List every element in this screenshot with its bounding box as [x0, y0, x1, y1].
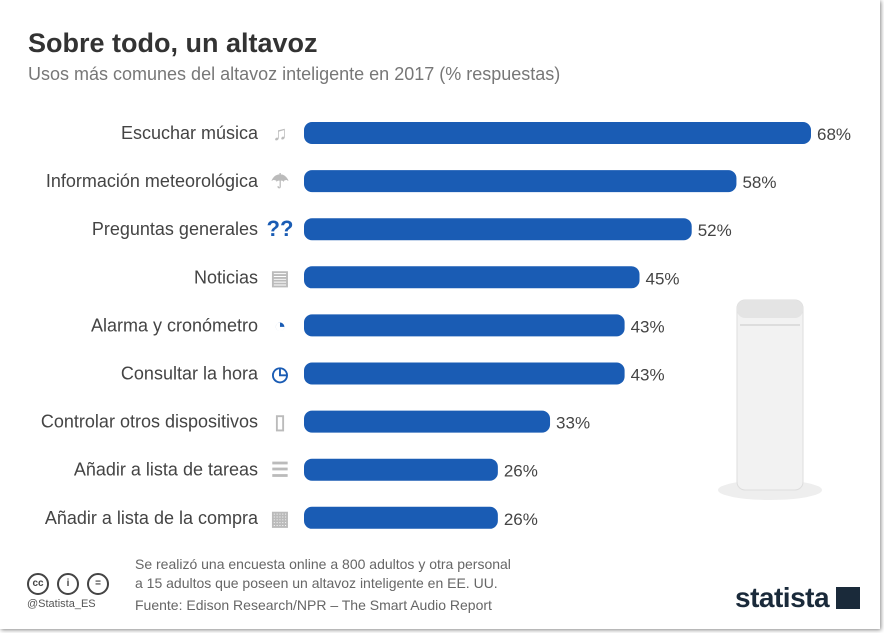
category-label: Consultar la hora	[121, 364, 259, 384]
value-label: 43%	[631, 317, 665, 336]
category-label: Escuchar música	[121, 123, 259, 143]
bar-chart: Escuchar música ♫ 68% Información meteoroló…	[41, 122, 851, 530]
bar	[304, 362, 625, 385]
newspaper-icon: ▤	[271, 267, 290, 289]
statista-logo: statista	[735, 582, 861, 614]
category-label: Noticias	[194, 267, 258, 287]
bar	[304, 122, 811, 144]
category-label: Controlar otros dispositivos	[41, 412, 258, 432]
source: Fuente: Edison Research/NPR – The Smart …	[135, 597, 492, 613]
category-label: Añadir a lista de la compra	[45, 508, 259, 528]
value-label: 33%	[556, 414, 590, 433]
music-notes-icon: ♫	[273, 123, 288, 145]
attribution-icon: i	[57, 573, 79, 595]
bar	[304, 170, 737, 193]
task-list-icon: ☰	[271, 460, 289, 482]
twitter-handle: @Statista_ES	[27, 598, 96, 610]
category-label: Información meteorológica	[46, 171, 259, 191]
category-label: Añadir a lista de tareas	[74, 460, 258, 480]
bar	[304, 506, 498, 529]
cc-icon: cc	[27, 573, 49, 595]
value-label: 68%	[817, 125, 851, 144]
category-label: Preguntas generales	[92, 219, 258, 239]
category-label: Alarma y cronómetro	[91, 315, 258, 335]
bar	[304, 218, 692, 241]
stopwatch-icon: ◔	[274, 315, 286, 337]
value-label: 58%	[742, 173, 776, 192]
note-line-1: Se realizó una encuesta online a 800 adu…	[135, 556, 511, 572]
shopping-list-icon: ▦	[271, 508, 290, 530]
question-marks-icon: ??	[267, 216, 294, 241]
weather-icon: ☂	[271, 171, 289, 193]
value-label: 52%	[698, 221, 732, 240]
remote-control-icon: ▯	[274, 412, 285, 434]
bar	[304, 458, 498, 481]
chart-title: Sobre todo, un altavoz	[28, 28, 318, 58]
bar	[304, 314, 625, 337]
chart-subtitle: Usos más comunes del altavoz inteligente…	[28, 64, 561, 84]
value-label: 43%	[631, 366, 665, 385]
bar	[304, 410, 551, 433]
no-derivatives-icon: =	[87, 573, 109, 595]
clock-icon: ◷	[271, 364, 288, 386]
smart-speaker-illustration	[718, 299, 822, 500]
value-label: 26%	[504, 462, 538, 481]
value-label: 45%	[646, 269, 680, 288]
note-line-2: a 15 adultos que poseen un altavoz intel…	[135, 575, 498, 591]
value-label: 26%	[504, 510, 538, 529]
bar	[304, 266, 640, 289]
